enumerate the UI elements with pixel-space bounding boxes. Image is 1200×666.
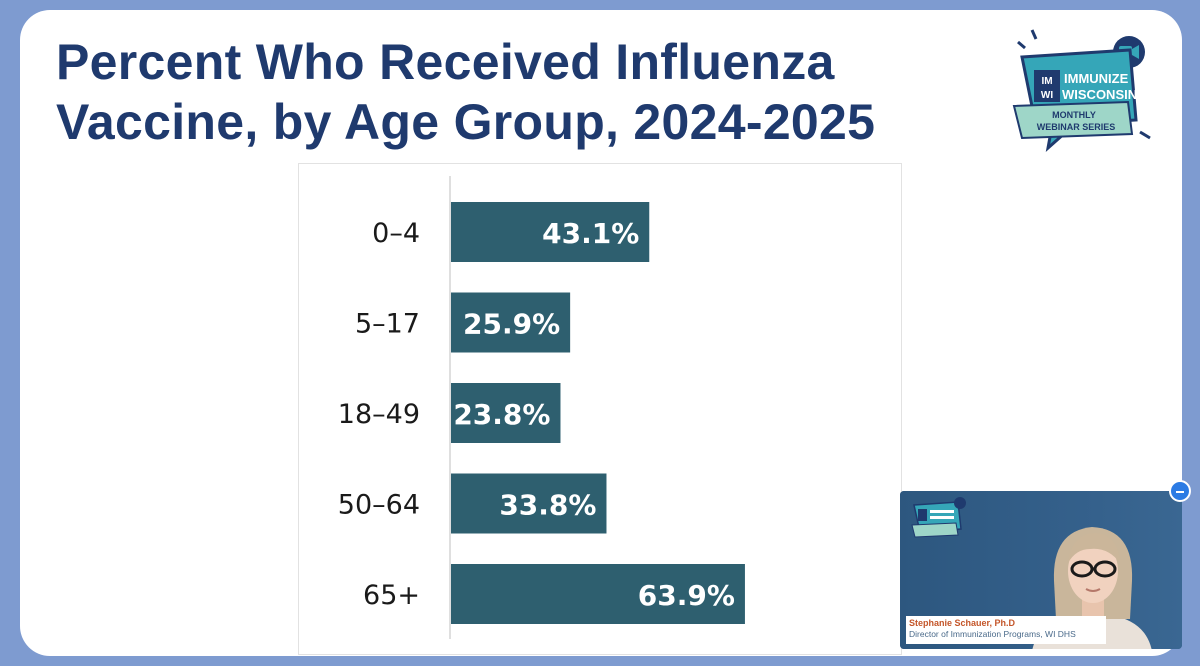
category-label-3: 50–64 [338, 490, 420, 521]
category-label-0: 0–4 [372, 218, 420, 249]
value-label-0: 43.1% [542, 217, 639, 250]
mini-logo [911, 497, 966, 538]
logo-line1: IMMUNIZE [1064, 71, 1129, 86]
category-label-4: 65+ [363, 580, 420, 611]
logo-line2: WISCONSIN [1062, 87, 1137, 102]
logo-banner1: MONTHLY [1052, 110, 1096, 120]
bar-2 [451, 383, 561, 443]
category-label-2: 18–49 [338, 399, 420, 430]
slide-title-line1: Percent Who Received Influenza [56, 34, 835, 90]
logo-badge-text: IM [1041, 76, 1052, 87]
bar-chart-svg: 0–4 43.1% 5–17 25.9% 18–49 23.8% 50–64 33.8% 65+… [338, 176, 745, 639]
bar-chart: 0–4 43.1% 5–17 25.9% 18–49 23.8% 50–64 33.8% 65+… [298, 163, 902, 655]
category-label-1: 5–17 [355, 309, 420, 340]
speaker-caption: Stephanie Schauer, Ph.D Director of Immu… [906, 616, 1106, 644]
value-label-2: 23.8% [453, 398, 550, 431]
value-label-4: 63.9% [638, 579, 735, 612]
speaker-video-tile[interactable]: Stephanie Schauer, Ph.D Director of Immu… [900, 491, 1182, 649]
slide-title-line2: Vaccine, by Age Group, 2024-2025 [56, 94, 876, 150]
value-label-1: 25.9% [463, 308, 560, 341]
speaker-name: Stephanie Schauer, Ph.D [909, 618, 1016, 628]
bar-1 [451, 292, 571, 353]
immunize-wisconsin-logo: IM WI IMMUNIZE WISCONSIN MONTHLY WEBINAR… [1012, 29, 1151, 152]
slide-title: Percent Who Received Influenza Vaccine, … [56, 32, 936, 152]
speaker-role: Director of Immunization Programs, WI DH… [909, 629, 1076, 639]
value-label-3: 33.8% [499, 489, 596, 522]
bar-3 [451, 473, 607, 534]
minimize-video-button[interactable] [1169, 480, 1191, 502]
slide-canvas: Percent Who Received Influenza Vaccine, … [20, 10, 1182, 656]
svg-text:WI: WI [1041, 90, 1053, 101]
logo-banner2: WEBINAR SERIES [1037, 122, 1116, 132]
bar-0 [451, 202, 650, 262]
bar-4 [451, 564, 745, 624]
